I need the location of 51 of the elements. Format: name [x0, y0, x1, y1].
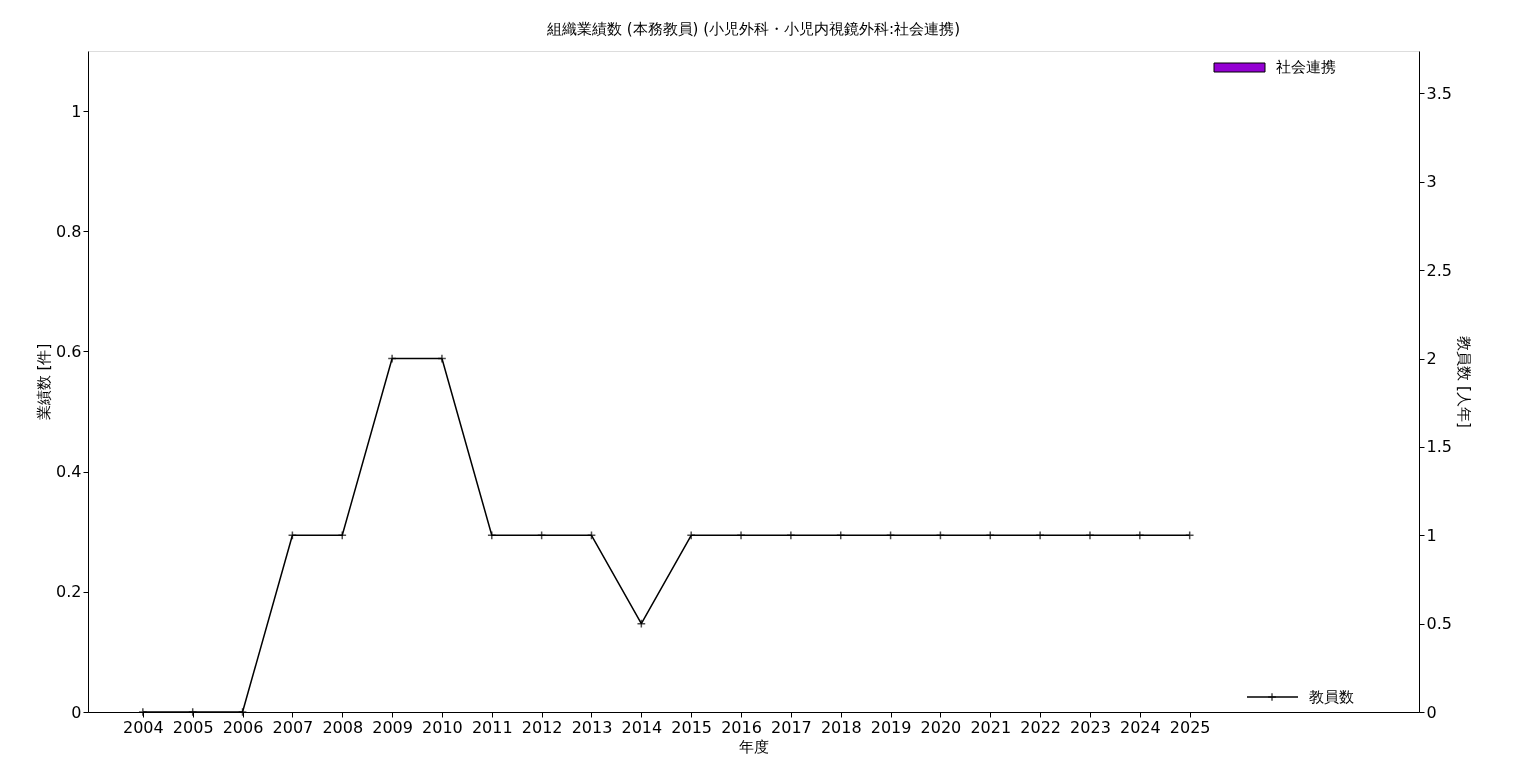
- x-tick-label: 2022: [1020, 717, 1061, 737]
- y2-tick-label: 0.5: [1426, 614, 1452, 634]
- point: [686, 530, 696, 540]
- legend-label: 教員数: [1309, 688, 1354, 706]
- y2-tick-label: 3.5: [1426, 83, 1452, 103]
- x-tick-label: 2010: [422, 717, 463, 737]
- point: [1135, 530, 1145, 540]
- x-tick-label: 2008: [322, 717, 364, 737]
- x-tick-label: 2005: [172, 717, 214, 737]
- y-tick-label: 0: [71, 702, 82, 722]
- chart-title: 組織業績数 (本務教員) (小児外科・小児内視鏡外科:社会連携): [546, 20, 960, 38]
- y2-tick-label: 0: [1426, 702, 1437, 722]
- y-tick-label: 0.6: [56, 341, 82, 361]
- y2-tick-label: 3: [1426, 172, 1437, 192]
- point: [1035, 530, 1045, 540]
- point: [487, 530, 497, 540]
- x-tick-label: 2007: [272, 717, 314, 737]
- point: [736, 530, 746, 540]
- x-tick-label: 2025: [1169, 717, 1211, 737]
- y2-tick-label: 2.5: [1426, 260, 1452, 280]
- x-tick-label: 2015: [671, 717, 713, 737]
- y-tick-label: 0.8: [56, 221, 82, 241]
- x-tick-label: 2017: [771, 717, 812, 737]
- x-tick-label: 2018: [820, 717, 862, 737]
- x-tick-label: 2014: [621, 717, 663, 737]
- x-tick-label: 2021: [970, 717, 1012, 737]
- x-tick-label: 2016: [721, 717, 762, 737]
- x-tick-label: 2013: [571, 717, 613, 737]
- x-tick-label: 2004: [122, 717, 164, 737]
- x-tick-label: 2019: [870, 717, 912, 737]
- y-tick-label: 0.2: [56, 582, 82, 602]
- x-tick-label: 2006: [222, 717, 264, 737]
- x-tick-label: 2011: [471, 717, 513, 737]
- x-axis-title: 年度: [739, 737, 769, 756]
- y2-tick-label: 1.5: [1426, 437, 1452, 457]
- x-tick-label: 2023: [1070, 717, 1111, 737]
- x-tick-label: 2009: [372, 717, 413, 737]
- y-axis-title: 業績数 [件]: [35, 343, 54, 421]
- point: [188, 707, 198, 717]
- legend-label: 社会連携: [1276, 58, 1336, 76]
- x-tick-label: 2020: [920, 717, 962, 737]
- y-tick-label: 0.4: [56, 462, 82, 482]
- x-tick-label: 2012: [521, 717, 563, 737]
- point: [1085, 530, 1095, 540]
- y-tick-label: 1: [71, 101, 82, 121]
- y2-tick-label: 1: [1426, 525, 1437, 545]
- point: [337, 530, 347, 540]
- y2-axis-title: 教員数 [人年]: [1454, 336, 1473, 428]
- point: [786, 530, 796, 540]
- y2-tick-label: 2: [1426, 349, 1437, 369]
- x-tick-label: 2024: [1119, 717, 1161, 737]
